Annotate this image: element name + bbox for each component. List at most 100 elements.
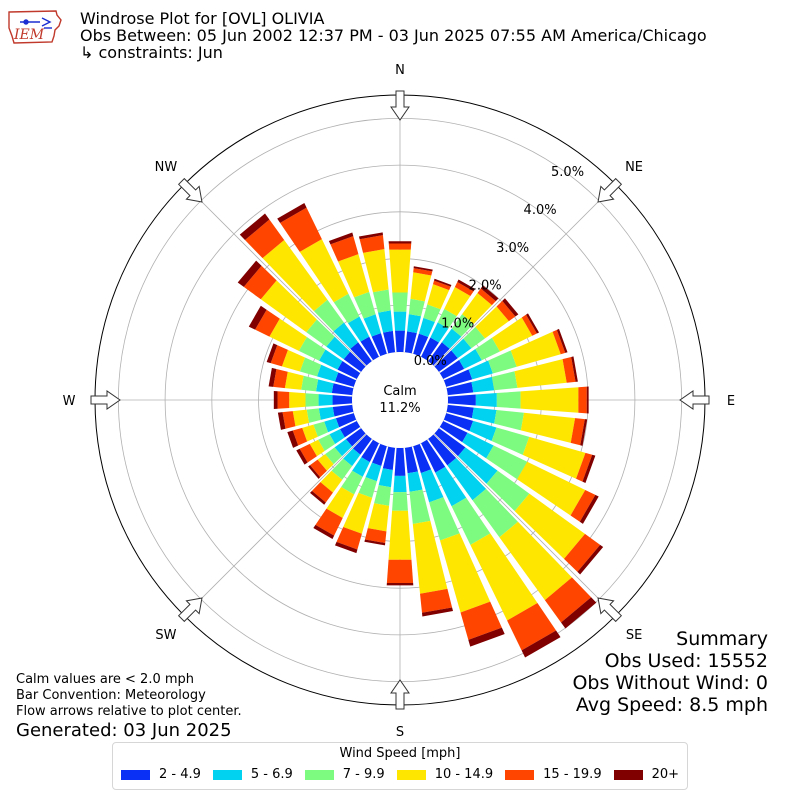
windrose-bar-segment: [316, 364, 339, 382]
windrose-bar-segment: [383, 330, 396, 354]
windrose-bar-segment: [277, 412, 286, 430]
windrose-bar-segment: [477, 288, 496, 306]
logo-text: IEM: [13, 27, 45, 43]
windrose-bar-segment: [337, 361, 361, 380]
compass-label: W: [63, 394, 76, 409]
legend-label: 20+: [651, 767, 680, 782]
windrose-bar-segment: [296, 448, 308, 465]
windrose-bar-segment: [460, 601, 502, 640]
windrose-bar-segment: [343, 492, 373, 534]
windrose-bar-segment: [333, 293, 360, 324]
windrose-bar-segment: [345, 428, 366, 447]
windrose-bar-segment: [318, 434, 336, 452]
windrose-bar-segment: [420, 469, 444, 503]
windrose-bar-segment: [360, 336, 380, 361]
windrose-bar-segment: [292, 427, 308, 446]
windrose-bar-segment: [277, 391, 290, 409]
flow-arrow-icon: [177, 177, 203, 203]
windrose-bar-segment: [457, 279, 476, 292]
windrose-bar-segment: [472, 488, 518, 538]
windrose-bar-segment: [517, 461, 586, 516]
windrose-bar-segment: [326, 336, 351, 360]
windrose-bar-segment: [423, 304, 441, 323]
flow-arrow-icon: [177, 597, 203, 623]
windrose-bar-segment: [336, 526, 362, 550]
windrose-bar-segment: [439, 359, 465, 380]
flow-arrow-icon: [390, 679, 410, 710]
windrose-bar-segment: [334, 372, 357, 387]
legend-swatch: [120, 769, 150, 780]
windrose-bar-segment: [526, 313, 540, 334]
windrose-bar-segment: [462, 292, 492, 324]
windrose-bar-segment: [289, 392, 306, 408]
windrose-bar-segment: [255, 309, 280, 337]
legend: Wind Speed [mph] 2 - 4.9 5 - 6.9 7 - 9.9…: [112, 742, 688, 790]
bar-convention: Bar Convention: Meteorology: [16, 688, 206, 703]
windrose-bar-segment: [475, 306, 509, 339]
windrose-bar-segment: [331, 383, 354, 396]
legend-item: 15 - 19.9: [505, 767, 602, 782]
title-block: Windrose Plot for [OVL] OLIVIA Obs Betwe…: [80, 10, 707, 61]
windrose-bar-segment: [260, 280, 317, 333]
windrose-bar-segment: [520, 412, 576, 443]
legend-swatch: [505, 769, 535, 780]
windrose-bar-segment: [341, 470, 363, 495]
windrose-bar-segment: [561, 597, 597, 629]
windrose-bar-segment: [386, 583, 414, 586]
windrose-bar-segment: [582, 454, 596, 483]
windrose-bar-segment: [301, 375, 319, 392]
windrose-bar-segment: [365, 462, 382, 482]
windrose-bar-segment: [273, 368, 288, 389]
windrose-bar-segment: [388, 510, 412, 560]
windrose-bar-segment: [332, 395, 353, 405]
windrose-bar-segment: [496, 300, 516, 322]
calm-note: Calm values are < 2.0 mph: [16, 672, 195, 687]
windrose-bar-segment: [447, 457, 487, 501]
legend-swatch: [212, 769, 242, 780]
generated-date: Generated: 03 Jun 2025: [16, 720, 232, 741]
windrose-bar-segment: [313, 524, 335, 540]
windrose-bar-segment: [313, 421, 329, 437]
windrose-bar-segment: [334, 541, 358, 554]
windrose-bar-segment: [302, 424, 318, 442]
windrose-bar-segment: [318, 406, 335, 420]
windrose-bar-segment: [579, 494, 599, 524]
windrose-bar-segment: [514, 493, 585, 559]
legend-swatch: [396, 769, 426, 780]
windrose-bar-segment: [326, 486, 355, 518]
summary-block: Summary Obs Used: 15552 Obs Without Wind…: [572, 628, 768, 716]
windrose-bar-segment: [418, 317, 435, 337]
windrose-bar-segment: [277, 202, 307, 223]
windrose-bar-segment: [444, 287, 471, 317]
flow-arrow-icon: [390, 90, 410, 121]
windrose-bar-segment: [333, 322, 359, 349]
compass-label: SE: [626, 628, 642, 643]
windrose-bar-segment: [428, 342, 450, 366]
windrose-bar-segment: [268, 367, 277, 387]
notes-block: Calm values are < 2.0 mph Bar Convention…: [16, 672, 242, 742]
windrose-bar-segment: [372, 289, 391, 313]
grid-spoke: [184, 399, 401, 616]
obs-without-wind: Obs Without Wind: 0: [572, 672, 768, 694]
windrose-bar-segment: [441, 328, 462, 349]
windrose-bar-segment: [393, 475, 407, 493]
windrose-bar-segment: [446, 382, 474, 396]
windrose-bar-segment: [239, 213, 270, 241]
windrose-bar-segment: [330, 236, 359, 262]
iowa-outline-icon: [8, 10, 62, 44]
windrose-bar-segment: [305, 393, 319, 407]
iem-logo: IEM: [8, 10, 62, 44]
windrose-bar-segment: [404, 446, 418, 474]
windrose-bar-segment: [308, 465, 321, 479]
windrose-bar-segment: [281, 349, 305, 372]
windrose-bar-segment: [459, 348, 482, 369]
legend-item: 10 - 14.9: [396, 767, 493, 782]
windrose-bar-segment: [358, 232, 383, 240]
windrose-bar-segment: [266, 343, 278, 364]
windrose-bar-segment: [578, 386, 587, 414]
windrose-bar-segment: [514, 359, 567, 388]
windrose-bar-segment: [491, 317, 533, 352]
windrose-bar-segment: [371, 333, 387, 357]
windrose-bar-segment: [475, 337, 500, 361]
windrose-bar-segment: [586, 386, 589, 414]
